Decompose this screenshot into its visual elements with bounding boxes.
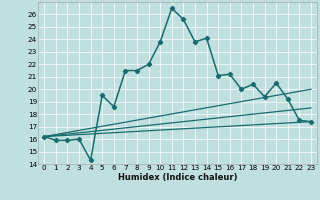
X-axis label: Humidex (Indice chaleur): Humidex (Indice chaleur) <box>118 173 237 182</box>
